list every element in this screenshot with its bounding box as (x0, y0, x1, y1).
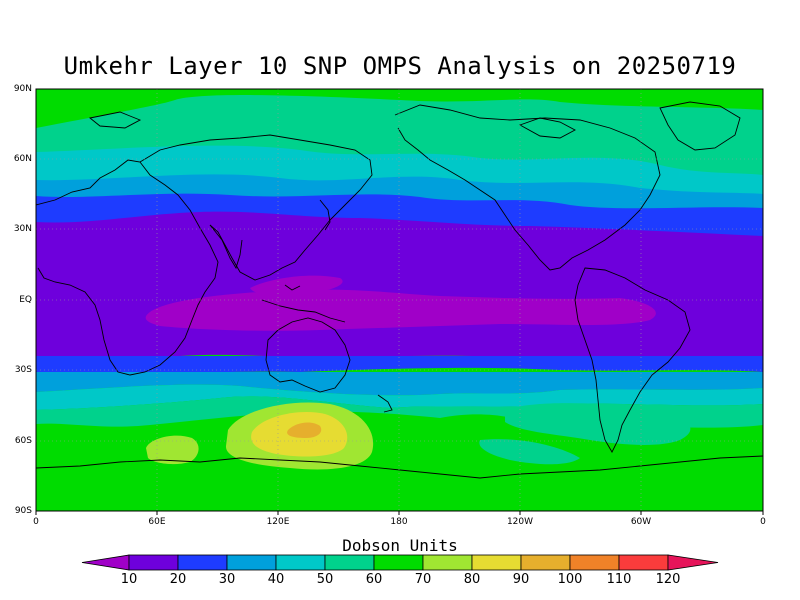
lat-label-90s: 90S (14, 506, 32, 516)
colorbar-label: 80 (463, 572, 481, 587)
lon-label-0-west: 0 (33, 517, 39, 527)
colorbar-swatch (177, 554, 228, 571)
contour-90-100 (287, 422, 322, 438)
colorbar-label: 100 (557, 572, 583, 587)
colorbar-swatch (471, 554, 522, 571)
lon-label-60w: 60W (630, 517, 652, 527)
colorbar-label: 60 (365, 572, 383, 587)
contour-70-80-west (146, 435, 199, 465)
colorbar-label: 40 (267, 572, 285, 587)
lon-label-120e: 120E (266, 517, 290, 527)
lon-label-0-east: 0 (760, 517, 766, 527)
colorbar-label: 10 (120, 572, 138, 587)
colorbar-label: 110 (606, 572, 632, 587)
contour-30-40-south (36, 372, 763, 396)
colorbar-title: Dobson Units (342, 536, 458, 555)
lat-label-30n: 30N (13, 224, 32, 234)
colorbar-label: 50 (316, 572, 334, 587)
colorbar-swatch (324, 554, 375, 571)
colorbar-swatch (373, 554, 424, 571)
colorbar-arrow-low (81, 554, 130, 571)
contour-50-60-atlantic (479, 439, 580, 465)
lon-label-180: 180 (390, 517, 408, 527)
contour-50-60-pacific (505, 403, 691, 445)
contour-10-20 (36, 211, 763, 360)
colorbar-swatch (422, 554, 473, 571)
contour-40-50-south (36, 384, 763, 410)
lat-label-30s: 30S (14, 365, 32, 375)
lon-label-60e: 60E (148, 517, 166, 527)
colorbar-swatch (128, 554, 179, 571)
lat-label-60n: 60N (13, 154, 32, 164)
colorbar-swatch (520, 554, 571, 571)
lat-label-60s: 60S (14, 436, 32, 446)
contour-20-30-south (36, 356, 763, 375)
lon-label-120w: 120W (506, 517, 534, 527)
lat-label-90n: 90N (13, 84, 32, 94)
colorbar-label: 30 (218, 572, 236, 587)
map-title: Umkehr Layer 10 SNP OMPS Analysis on 202… (63, 52, 737, 80)
colorbar-label: 20 (169, 572, 187, 587)
colorbar (81, 554, 719, 571)
colorbar-swatch (618, 554, 669, 571)
contour-below-10-asia (250, 275, 343, 296)
colorbar-arrow-high (667, 554, 719, 571)
colorbar-label: 70 (414, 572, 432, 587)
colorbar-swatch (569, 554, 620, 571)
colorbar-swatch (226, 554, 277, 571)
colorbar-swatch (275, 554, 326, 571)
colorbar-label: 90 (512, 572, 530, 587)
colorbar-label: 120 (655, 572, 681, 587)
lat-label-eq: EQ (19, 295, 32, 305)
